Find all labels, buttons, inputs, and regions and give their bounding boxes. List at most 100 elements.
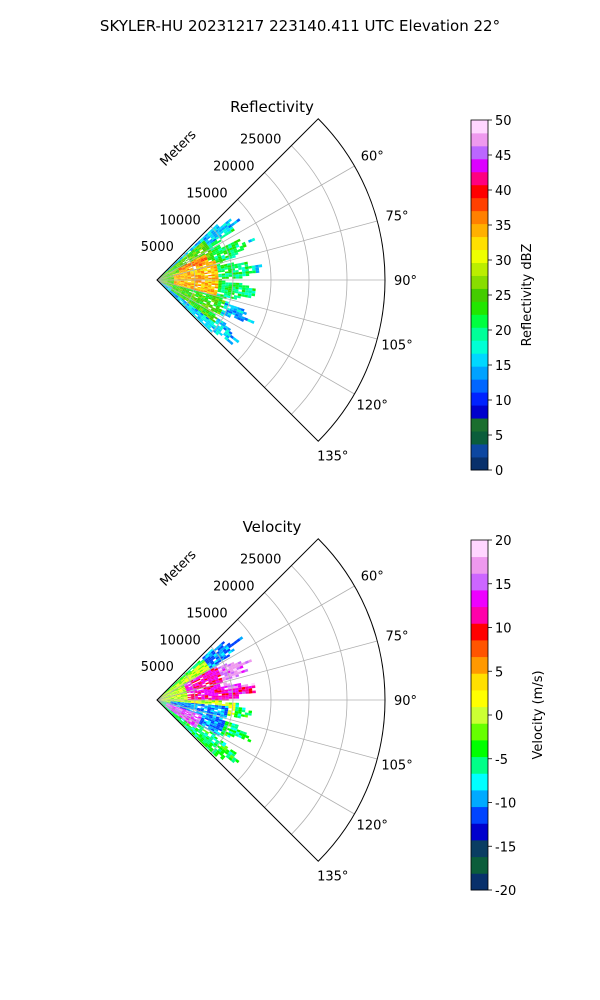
echo-cell	[178, 296, 182, 299]
echo-cell	[172, 713, 176, 716]
echo-cell	[219, 733, 224, 737]
echo-cell	[185, 718, 189, 722]
echo-cell	[203, 269, 208, 272]
echo-cell	[228, 694, 233, 697]
echo-cell	[206, 686, 211, 689]
echo-cell	[166, 704, 170, 706]
echo-cell	[221, 301, 226, 305]
echo-cell	[213, 246, 218, 250]
echo-cell	[169, 706, 173, 709]
colorbar-swatch	[471, 184, 488, 199]
echo-cell	[182, 680, 186, 683]
echo-cell	[160, 698, 164, 700]
azimuth-line	[156, 699, 355, 815]
range-tick-label: 25000	[240, 133, 281, 148]
echo-cell	[183, 270, 187, 273]
echo-cell	[162, 284, 166, 287]
echo-cell	[164, 706, 168, 709]
echo-cell	[207, 718, 212, 722]
echo-cell	[224, 745, 229, 749]
echo-cell	[204, 705, 208, 708]
echo-cell	[222, 741, 227, 746]
echo-cell	[219, 669, 223, 673]
echo-cell	[199, 264, 203, 267]
echo-cell	[182, 674, 186, 678]
echo-cell	[213, 653, 218, 657]
echo-cell	[197, 259, 201, 263]
echo-cell	[195, 676, 200, 680]
echo-cell	[167, 700, 171, 702]
echo-cell	[169, 286, 173, 288]
echo-cell	[228, 282, 233, 285]
echo-cell	[178, 680, 182, 683]
echo-cell	[184, 280, 188, 282]
echo-cell	[180, 285, 184, 287]
echo-cell	[172, 690, 176, 693]
echo-cell	[169, 706, 173, 708]
echo-cell	[215, 282, 219, 284]
echo-cell	[199, 308, 203, 312]
echo-cell	[204, 700, 209, 702]
colorbar-swatch	[471, 197, 488, 212]
echo-cell	[224, 722, 229, 726]
echo-cell	[169, 686, 173, 689]
echo-cell	[163, 281, 168, 283]
echo-cell	[215, 645, 220, 650]
echo-cell	[236, 309, 241, 313]
echo-cell	[180, 293, 184, 297]
echo-cell	[192, 251, 196, 255]
echo-cell	[169, 274, 174, 276]
echo-cell	[209, 228, 214, 233]
colorbar-swatch	[471, 840, 488, 858]
echo-cell	[234, 683, 238, 687]
echo-cell	[167, 689, 171, 693]
echo-cell	[166, 703, 170, 705]
echo-cell	[218, 700, 222, 703]
echo-cell	[192, 245, 196, 249]
echo-cell	[214, 667, 219, 671]
echo-cell	[204, 653, 209, 657]
echo-cell	[200, 707, 205, 710]
echo-cell	[207, 285, 212, 288]
echo-cell	[248, 659, 253, 663]
echo-cell	[174, 290, 178, 294]
echo-cell	[170, 277, 174, 279]
echo-cell	[201, 673, 206, 676]
echo-cell	[226, 654, 231, 658]
echo-cell	[190, 254, 194, 258]
echo-cell	[204, 706, 208, 709]
echo-cell	[221, 280, 226, 283]
echo-cell	[199, 733, 203, 737]
echo-cell	[197, 696, 202, 699]
echo-cell	[220, 664, 225, 668]
echo-cell	[200, 269, 204, 272]
echo-cell	[204, 258, 208, 261]
colorbar-swatch	[471, 262, 488, 276]
echo-cell	[218, 300, 222, 304]
echo-cell	[226, 648, 231, 653]
echo-cell	[210, 710, 215, 713]
echo-cell	[194, 733, 199, 737]
echo-cell	[185, 291, 189, 294]
echo-cell	[173, 705, 177, 707]
echo-cell	[172, 287, 176, 290]
echo-cell	[165, 285, 169, 289]
echo-cell	[205, 316, 210, 320]
echo-cell	[231, 663, 236, 668]
echo-cell	[177, 703, 181, 705]
azimuth-line	[156, 699, 378, 760]
echo-cell	[252, 690, 256, 694]
echo-cell	[196, 305, 201, 309]
echo-cell	[169, 704, 174, 706]
echo-cell	[183, 705, 188, 707]
echo-cell	[197, 315, 201, 320]
echo-cell	[223, 714, 228, 718]
echo-cell	[162, 283, 166, 286]
echo-cell	[221, 277, 226, 279]
echo-cell	[177, 696, 181, 698]
echo-cell	[163, 282, 167, 284]
colorbar-swatch	[471, 690, 488, 708]
echo-cell	[159, 702, 163, 705]
echo-cell	[241, 736, 246, 740]
echo-cell	[211, 287, 215, 290]
